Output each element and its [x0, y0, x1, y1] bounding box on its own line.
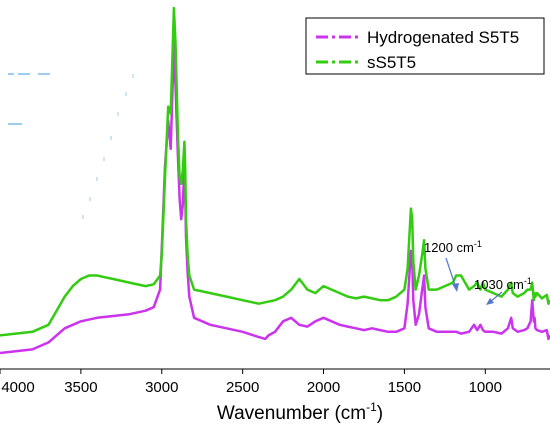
- annotation-1200-label: 1200 cm-1: [424, 239, 482, 255]
- series-line-ss5t5: [0, 6, 550, 337]
- annotation-1030-arrowhead: [486, 298, 494, 305]
- legend: Hydrogenated S5T5 sS5T5: [305, 17, 545, 75]
- legend-label-ss5t5: sS5T5: [367, 53, 416, 72]
- background-artifacts: [8, 73, 50, 125]
- x-axis-ticks: 4000 3500 3000 2500 2000 1500 1000: [0, 369, 502, 396]
- legend-box: [305, 17, 545, 75]
- x-tick-label-4000: 4000: [1, 379, 34, 396]
- x-tick-label-2000: 2000: [307, 379, 340, 396]
- x-tick-label-3500: 3500: [64, 379, 97, 396]
- annotation-1030: 1030 cm-1: [474, 276, 532, 305]
- x-tick-label-1000: 1000: [469, 379, 502, 396]
- annotation-1030-label: 1030 cm-1: [474, 276, 532, 292]
- annotation-1200-arrowhead: [452, 283, 459, 292]
- x-tick-label-1500: 1500: [388, 379, 421, 396]
- x-tick-label-3000: 3000: [145, 379, 178, 396]
- background-ticks: [82, 74, 134, 219]
- annotation-1200-arrow: [445, 257, 457, 289]
- x-axis-title: Wavenumber (cm-1): [217, 400, 383, 424]
- annotation-1200: 1200 cm-1: [424, 239, 482, 292]
- series-layer: [0, 6, 550, 355]
- legend-label-hydrogenated: Hydrogenated S5T5: [367, 28, 519, 47]
- x-tick-label-2500: 2500: [226, 379, 259, 396]
- annotation-1030-arrow: [489, 291, 503, 303]
